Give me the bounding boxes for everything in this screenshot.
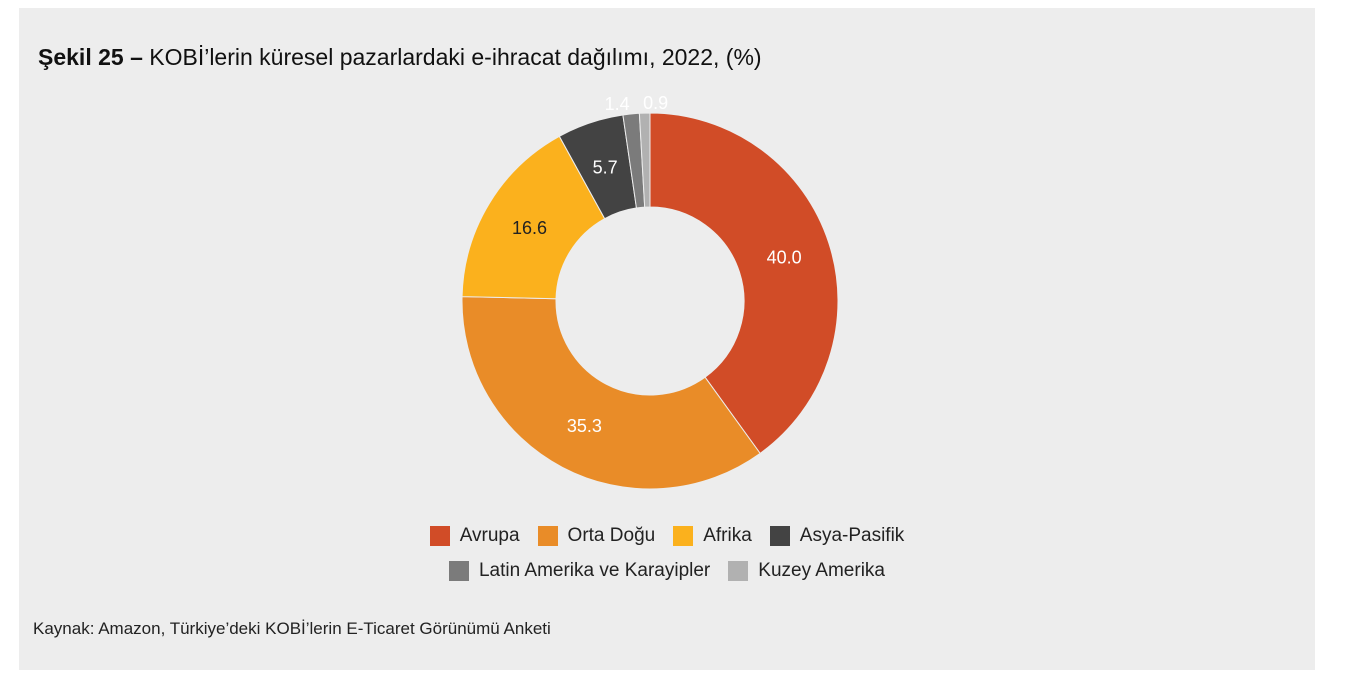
legend-row-1: Avrupa Orta Doğu Afrika Asya-Pasifik — [19, 525, 1315, 547]
slice-afrika — [461, 135, 606, 300]
legend-swatch-1 — [537, 526, 558, 546]
legend-item-0: Avrupa — [429, 525, 520, 547]
legend-swatch-2 — [673, 526, 694, 546]
legend-row-2: Latin Amerika ve Karayipler Kuzey Amerika — [19, 560, 1315, 582]
slice-orta-doğu — [461, 296, 761, 490]
figure-title-text: KOBİ’lerin küresel pazarlardaki e-ihraca… — [149, 44, 762, 70]
legend-label-3: Asya-Pasifik — [799, 525, 905, 546]
slice-avrupa — [649, 112, 839, 455]
data-label-2: 16.6 — [512, 218, 547, 238]
legend-swatch-3 — [769, 526, 790, 546]
legend-label-5: Kuzey Amerika — [758, 560, 885, 581]
legend-item-3: Asya-Pasifik — [769, 525, 905, 547]
legend-swatch-5 — [728, 561, 749, 581]
legend-label-0: Avrupa — [459, 525, 520, 546]
chart-title: Şekil 25 – KOBİ’lerin küresel pazarlarda… — [38, 44, 762, 71]
donut-chart: 40.0 35.3 16.6 5.7 1.4 0.9 — [461, 93, 839, 490]
legend-item-4: Latin Amerika ve Karayipler — [448, 560, 711, 582]
data-label-1: 35.3 — [567, 416, 602, 436]
legend-label-1: Orta Doğu — [567, 525, 656, 546]
legend-item-2: Afrika — [673, 525, 752, 547]
slice-kuzey-amerika — [638, 112, 651, 208]
data-label-4: 1.4 — [605, 94, 630, 114]
data-label-5: 0.9 — [643, 93, 668, 113]
source-note: Kaynak: Amazon, Türkiye’deki KOBİ’lerin … — [33, 619, 551, 638]
figure-number: Şekil 25 – — [38, 44, 143, 70]
data-label-0: 40.0 — [767, 248, 802, 268]
data-label-3: 5.7 — [593, 157, 618, 177]
legend-item-5: Kuzey Amerika — [728, 560, 885, 582]
legend-label-4: Latin Amerika ve Karayipler — [478, 560, 711, 581]
figure-panel: Şekil 25 – KOBİ’lerin küresel pazarlarda… — [19, 8, 1315, 670]
legend-item-1: Orta Doğu — [537, 525, 656, 547]
legend-label-2: Afrika — [703, 525, 752, 546]
legend-swatch-0 — [429, 526, 450, 546]
legend-swatch-4 — [448, 561, 469, 581]
